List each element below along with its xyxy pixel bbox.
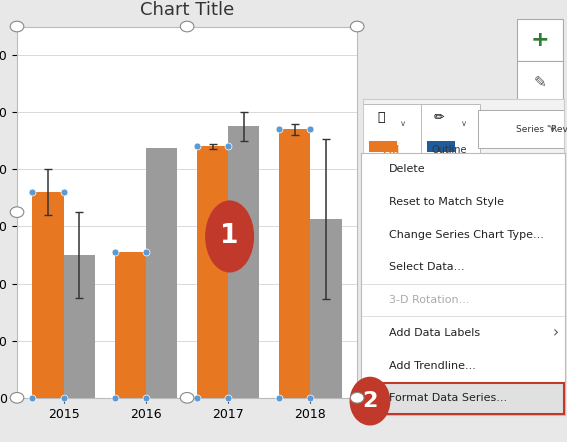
Bar — [32, 192, 64, 398]
Point — [110, 248, 119, 255]
Text: Format Data Series...: Format Data Series... — [389, 393, 507, 403]
Point — [192, 394, 201, 401]
Point — [28, 189, 37, 196]
Point — [110, 394, 119, 401]
Text: Outline: Outline — [431, 145, 467, 155]
Text: ›: › — [553, 325, 558, 340]
Text: ∨: ∨ — [400, 119, 406, 128]
Text: ∨: ∨ — [549, 124, 556, 134]
Text: Select Data...: Select Data... — [389, 263, 465, 272]
Point — [141, 394, 150, 401]
Point — [306, 394, 315, 401]
Circle shape — [205, 200, 254, 273]
Text: Reset to Match Style: Reset to Match Style — [389, 197, 504, 207]
Text: Change Series Chart Type...: Change Series Chart Type... — [389, 230, 544, 240]
Text: Delete: Delete — [389, 164, 426, 174]
Text: +: + — [531, 30, 549, 50]
Point — [59, 394, 68, 401]
Point — [59, 189, 68, 196]
Bar — [64, 255, 95, 398]
Point — [141, 248, 150, 255]
FancyBboxPatch shape — [518, 103, 562, 146]
Bar — [229, 126, 260, 398]
Point — [224, 143, 233, 150]
Point — [224, 394, 233, 401]
Point — [192, 143, 201, 150]
Circle shape — [349, 377, 390, 426]
Point — [274, 126, 284, 133]
FancyBboxPatch shape — [518, 61, 562, 103]
Point — [28, 394, 37, 401]
Text: ∨: ∨ — [460, 119, 467, 128]
FancyBboxPatch shape — [428, 141, 455, 152]
Text: ✎: ✎ — [534, 75, 547, 90]
Text: Fill: Fill — [383, 145, 400, 155]
Title: Chart Title: Chart Title — [140, 1, 234, 19]
Bar — [279, 130, 311, 398]
Text: 1: 1 — [221, 224, 239, 249]
Text: Add Trendline...: Add Trendline... — [389, 361, 476, 370]
FancyBboxPatch shape — [518, 19, 562, 61]
Point — [306, 126, 315, 133]
Text: 3-D Rotation...: 3-D Rotation... — [389, 295, 469, 305]
Point — [274, 394, 284, 401]
FancyBboxPatch shape — [361, 382, 565, 415]
Text: ✏: ✏ — [434, 111, 445, 124]
Bar — [311, 219, 342, 398]
Text: Add Data Labels: Add Data Labels — [389, 328, 480, 338]
Text: 2: 2 — [362, 391, 378, 411]
Bar — [146, 148, 177, 398]
FancyBboxPatch shape — [363, 103, 421, 155]
FancyBboxPatch shape — [477, 110, 564, 149]
FancyBboxPatch shape — [369, 141, 397, 152]
Text: 🖐: 🖐 — [377, 111, 385, 124]
Text: Series "Revenu: Series "Revenu — [516, 125, 567, 134]
FancyBboxPatch shape — [421, 103, 480, 155]
Text: ⊽: ⊽ — [535, 118, 545, 132]
Bar — [197, 146, 229, 398]
Bar — [115, 252, 146, 398]
